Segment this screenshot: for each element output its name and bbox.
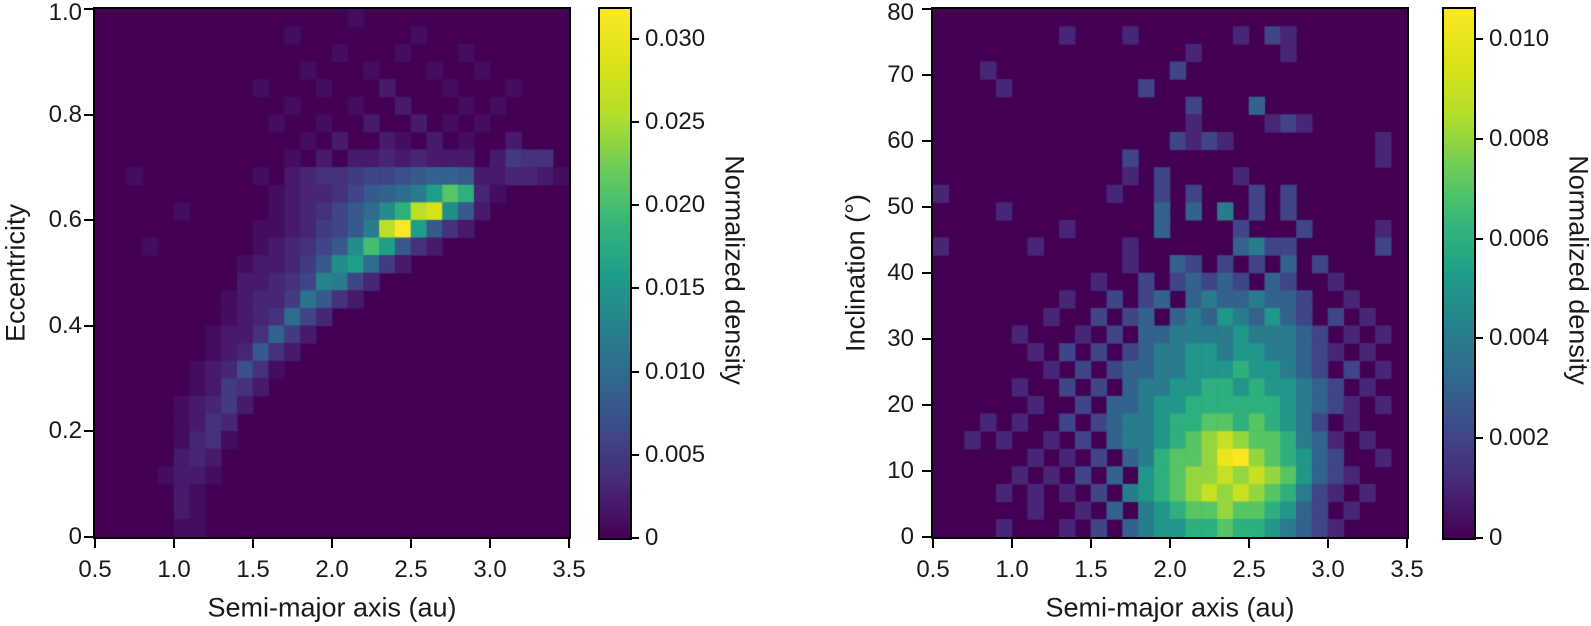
colorbar-tick-label: 0.025 — [645, 108, 706, 136]
y-tick-mark — [922, 8, 931, 10]
x-tick-label: 3.5 — [1390, 556, 1424, 583]
x-axis-label-semimajor-axis: Semi-major axis (au) — [207, 592, 457, 623]
x-tick-mark — [1090, 539, 1092, 548]
x-tick-mark — [331, 539, 333, 548]
colorbar-tick-mark — [630, 121, 639, 124]
colorbar-tick-mark — [630, 204, 639, 207]
colorbar-tick-mark — [630, 287, 639, 290]
y-tick-label: 0.4 — [48, 311, 82, 339]
y-tick-label: 50 — [887, 193, 914, 220]
y-tick-mark — [922, 74, 931, 76]
x-tick-mark — [489, 539, 491, 548]
colorbar-tick-mark — [630, 37, 639, 40]
x-tick-label: 2.0 — [315, 556, 349, 583]
colorbar-tick-mark — [1474, 537, 1483, 539]
x-tick-label: 3.5 — [552, 556, 586, 583]
x-tick-label: 1.5 — [1074, 556, 1108, 583]
x-tick-mark — [1406, 539, 1408, 548]
colorbar-tick-mark — [1474, 137, 1483, 140]
x-tick-mark — [932, 539, 934, 548]
x-tick-mark — [94, 539, 96, 548]
x-tick-mark — [1248, 539, 1250, 548]
colorbar-tick-mark — [1474, 437, 1483, 440]
y-tick-label: 0.6 — [48, 206, 82, 234]
colorbar-tick-label: 0.006 — [1489, 224, 1550, 252]
y-tick-mark — [84, 8, 93, 10]
colorbar-gradient — [600, 9, 630, 538]
y-tick-label: 0.8 — [48, 100, 82, 128]
y-tick-mark — [922, 536, 931, 538]
x-tick-label: 2.5 — [1232, 556, 1266, 583]
colorbar-tick-label: 0.015 — [645, 274, 706, 302]
x-tick-mark — [1011, 539, 1013, 548]
y-tick-label: 0 — [900, 523, 914, 550]
y-tick-mark — [84, 536, 93, 538]
y-tick-mark — [922, 338, 931, 340]
y-tick-mark — [922, 206, 931, 208]
x-tick-label: 2.0 — [1153, 556, 1187, 583]
x-tick-mark — [1169, 539, 1171, 548]
heatmap-eccentricity-vs-semimajor-axis — [95, 9, 569, 537]
colorbar-tick-label: 0.010 — [645, 357, 706, 385]
x-tick-label: 3.0 — [1311, 556, 1345, 583]
x-tick-mark — [252, 539, 254, 548]
x-tick-label: 3.0 — [473, 556, 507, 583]
colorbar-gradient — [1444, 9, 1474, 538]
colorbar-tick-label: 0.030 — [645, 24, 706, 52]
colorbar-tick-label: 0.002 — [1489, 424, 1550, 452]
colorbar-label: Normalized density — [719, 155, 750, 385]
x-tick-mark — [173, 539, 175, 548]
y-tick-label: 80 — [887, 0, 914, 26]
y-tick-label: 20 — [887, 391, 914, 418]
colorbar-tick-label: 0.005 — [645, 440, 706, 468]
x-tick-label: 0.5 — [78, 556, 112, 583]
y-tick-mark — [84, 430, 93, 433]
x-tick-label: 2.5 — [394, 556, 428, 583]
y-tick-label: 1.0 — [48, 0, 82, 26]
y-tick-label: 40 — [887, 259, 914, 286]
y-tick-mark — [922, 404, 931, 406]
y-tick-mark — [84, 219, 93, 222]
y-tick-label: 0.2 — [48, 417, 82, 445]
x-tick-mark — [568, 539, 570, 548]
y-tick-mark — [922, 470, 931, 472]
y-tick-mark — [84, 324, 93, 327]
y-tick-label: 70 — [887, 61, 914, 88]
x-tick-label: 0.5 — [916, 556, 950, 583]
y-tick-label: 60 — [887, 127, 914, 154]
colorbar-tick-label: 0.020 — [645, 191, 706, 219]
heatmap-inclination-vs-semimajor-axis — [933, 9, 1407, 537]
x-tick-label: 1.0 — [995, 556, 1029, 583]
colorbar-tick-mark — [1474, 37, 1483, 40]
y-tick-label: 30 — [887, 325, 914, 352]
colorbar-tick-label: 0.010 — [1489, 24, 1550, 52]
x-axis-label-semimajor-axis: Semi-major axis (au) — [1045, 592, 1295, 623]
x-tick-label: 1.5 — [236, 556, 270, 583]
colorbar-tick-mark — [630, 537, 639, 539]
y-tick-mark — [922, 272, 931, 274]
colorbar-tick-label: 0 — [645, 524, 659, 551]
colorbar-tick-label: 0.004 — [1489, 324, 1550, 352]
x-tick-label: 1.0 — [157, 556, 191, 583]
y-tick-label: 10 — [887, 457, 914, 484]
colorbar-tick-label: 0.008 — [1489, 124, 1550, 152]
x-tick-mark — [410, 539, 412, 548]
y-tick-mark — [922, 140, 931, 142]
y-tick-mark — [84, 113, 93, 116]
colorbar-tick-mark — [630, 453, 639, 456]
colorbar-tick-mark — [1474, 237, 1483, 240]
colorbar-label: Normalized density — [1563, 155, 1591, 385]
colorbar-tick-mark — [630, 370, 639, 373]
x-tick-mark — [1327, 539, 1329, 548]
colorbar-tick-label: 0 — [1489, 524, 1503, 551]
y-tick-label: 0 — [68, 523, 82, 550]
colorbar-tick-mark — [1474, 337, 1483, 340]
